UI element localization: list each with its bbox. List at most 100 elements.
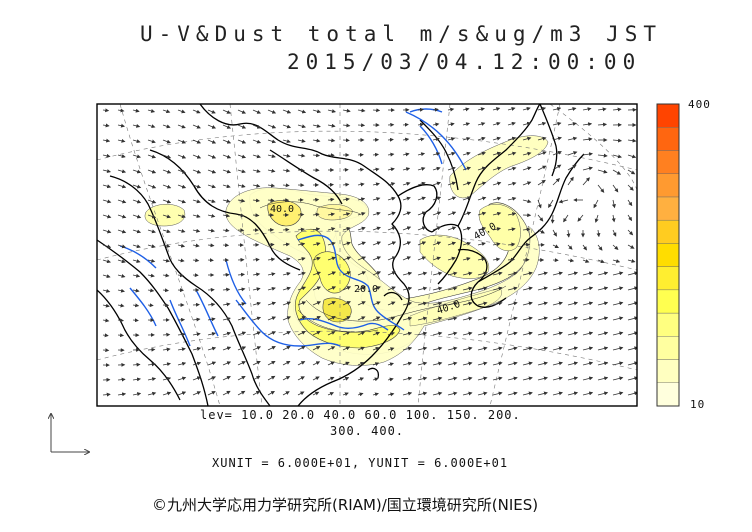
wind-vector-arrow (372, 167, 380, 172)
wind-vector-arrow (627, 138, 637, 143)
wind-vector-arrow (282, 346, 291, 351)
wind-vector-arrow (597, 153, 608, 158)
wind-vector-arrow (477, 316, 488, 321)
wind-vector-arrow (327, 197, 335, 202)
wind-vector-arrow (282, 286, 291, 291)
wind-vector-arrow (627, 154, 637, 159)
wind-vector-arrow (417, 181, 426, 186)
wind-vector-arrow (192, 169, 202, 174)
colorbar-swatch (656, 196, 680, 221)
wind-vector-arrow (597, 361, 609, 366)
wind-vector-arrow (117, 214, 127, 219)
wind-vector-arrow (462, 331, 473, 336)
wind-vector-arrow (312, 301, 322, 306)
wind-vector-arrow (282, 227, 290, 232)
wind-vector-arrow (207, 154, 217, 159)
wind-vector-arrow (417, 122, 425, 127)
wind-vector-arrow (596, 229, 601, 238)
wind-vector-arrow (237, 390, 246, 396)
wind-vector-arrow (402, 376, 413, 381)
wind-vector-arrow (417, 196, 426, 201)
wind-vector-arrow (477, 346, 488, 351)
wind-vector-arrow (522, 301, 533, 306)
wind-vector-arrow (252, 198, 260, 203)
wind-vector-arrow (567, 331, 579, 336)
wind-vector-arrow (402, 301, 413, 306)
wind-vector-arrow (477, 107, 485, 112)
wind-vector-arrow (477, 361, 488, 366)
wind-vector-arrow (492, 361, 503, 366)
wind-vector-arrow (507, 227, 516, 232)
wind-vector-arrow (117, 333, 125, 338)
wind-vector-arrow (102, 138, 111, 143)
wind-vector-arrow (447, 271, 458, 276)
wind-vector-arrow (612, 184, 619, 193)
contour-levels-line1: lev= 10.0 20.0 40.0 60.0 100. 150. 200. (200, 408, 521, 422)
wind-vector-arrow (537, 361, 548, 366)
wind-vector-arrow (252, 272, 261, 277)
wind-vector-arrow (222, 302, 231, 307)
wind-vector-arrow (462, 151, 471, 156)
wind-vector-arrow (567, 151, 578, 156)
wind-vector-arrow (462, 376, 473, 381)
wind-vector-arrow (327, 346, 336, 351)
wind-vector-arrow (432, 361, 443, 366)
wind-vector-arrow (462, 286, 473, 291)
wind-vector-arrow (237, 361, 246, 366)
wind-vector-arrow (192, 199, 201, 204)
wind-vector-arrow (282, 316, 292, 321)
wind-vector-arrow (102, 214, 112, 219)
wind-vector-arrow (522, 316, 533, 321)
wind-vector-arrow (237, 272, 245, 277)
wind-vector-arrow (222, 331, 232, 336)
wind-vector-arrow (582, 346, 594, 351)
map-frame (96, 103, 638, 407)
wind-vector-arrow (522, 346, 533, 351)
wind-vector-arrow (627, 376, 637, 381)
wind-vector-arrow (147, 377, 157, 382)
wind-vector-arrow (627, 259, 636, 263)
wind-vector-arrow (297, 376, 305, 381)
wind-vector-arrow (282, 376, 291, 381)
wind-vector-arrow (432, 241, 442, 246)
wind-vector-arrow (282, 153, 291, 158)
wind-vector-arrow (177, 124, 186, 129)
wind-vector-arrow (312, 227, 321, 232)
wind-vector-arrow (297, 138, 306, 143)
colorbar-swatch (656, 173, 680, 198)
wind-vector-arrow (432, 286, 443, 291)
wind-vector-arrow (552, 106, 562, 111)
wind-vector-arrow (237, 376, 246, 381)
wind-vector-arrow (492, 257, 501, 262)
wind-vector-arrow (432, 107, 439, 112)
wind-vector-arrow (207, 124, 217, 129)
wind-vector-arrow (222, 109, 231, 114)
wind-vector-arrow (267, 286, 276, 291)
wind-vector-arrow (582, 271, 594, 276)
wind-vector-arrow (507, 361, 518, 366)
wind-vector-arrow (312, 376, 320, 381)
wind-vector-arrow (507, 316, 518, 321)
wind-vector-arrow (132, 318, 139, 323)
wind-vector-arrow (537, 346, 548, 351)
wind-vector-arrow (147, 124, 156, 129)
wind-vector-arrow (402, 256, 412, 261)
wind-vector-arrow (207, 109, 216, 114)
wind-vector-arrow (402, 167, 411, 172)
wind-vector-arrow (597, 316, 609, 321)
wind-vector-arrow (432, 122, 440, 127)
wind-vector-arrow (147, 288, 155, 293)
wind-vector-arrow (552, 164, 562, 171)
copyright-notice: ©九州大学応用力学研究所(RIAM)/国立環境研究所(NIES) (152, 496, 539, 514)
wind-vector-arrow (417, 361, 428, 366)
wind-vector-arrow (552, 136, 562, 141)
wind-vector-arrow (147, 273, 155, 278)
wind-vector-arrow (582, 301, 594, 306)
wind-vector-arrow (297, 212, 305, 217)
wind-vector-arrow (597, 122, 608, 127)
contour-label: 20.0 (354, 284, 378, 295)
wind-vector-arrow (147, 244, 156, 249)
wind-vector-arrow (552, 271, 563, 276)
wind-vector-arrow (477, 211, 487, 216)
wind-vector-arrow (627, 361, 637, 366)
